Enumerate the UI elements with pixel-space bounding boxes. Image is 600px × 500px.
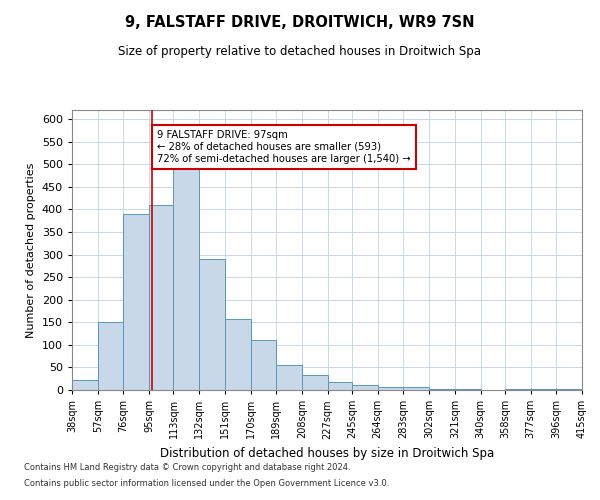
X-axis label: Distribution of detached houses by size in Droitwich Spa: Distribution of detached houses by size …: [160, 447, 494, 460]
Bar: [72, 380, 98, 390]
Bar: [378, 387, 403, 390]
Text: Contains HM Land Registry data © Crown copyright and database right 2024.: Contains HM Land Registry data © Crown c…: [24, 464, 350, 472]
Y-axis label: Number of detached properties: Number of detached properties: [26, 162, 36, 338]
Bar: [225, 318, 251, 390]
Bar: [530, 388, 556, 390]
Text: 9, FALSTAFF DRIVE, DROITWICH, WR9 7SN: 9, FALSTAFF DRIVE, DROITWICH, WR9 7SN: [125, 15, 475, 30]
Bar: [149, 205, 173, 390]
Bar: [251, 340, 276, 390]
Bar: [276, 365, 302, 390]
Bar: [556, 388, 582, 390]
Bar: [403, 387, 429, 390]
Bar: [505, 388, 530, 390]
Text: Contains public sector information licensed under the Open Government Licence v3: Contains public sector information licen…: [24, 478, 389, 488]
Bar: [302, 375, 328, 390]
Text: Size of property relative to detached houses in Droitwich Spa: Size of property relative to detached ho…: [119, 45, 482, 58]
Bar: [429, 388, 455, 390]
Bar: [352, 386, 378, 390]
Bar: [173, 164, 199, 390]
Bar: [328, 382, 352, 390]
Bar: [124, 214, 149, 390]
Bar: [98, 322, 124, 390]
Bar: [455, 388, 481, 390]
Bar: [199, 259, 225, 390]
Text: 9 FALSTAFF DRIVE: 97sqm
← 28% of detached houses are smaller (593)
72% of semi-d: 9 FALSTAFF DRIVE: 97sqm ← 28% of detache…: [157, 130, 411, 164]
